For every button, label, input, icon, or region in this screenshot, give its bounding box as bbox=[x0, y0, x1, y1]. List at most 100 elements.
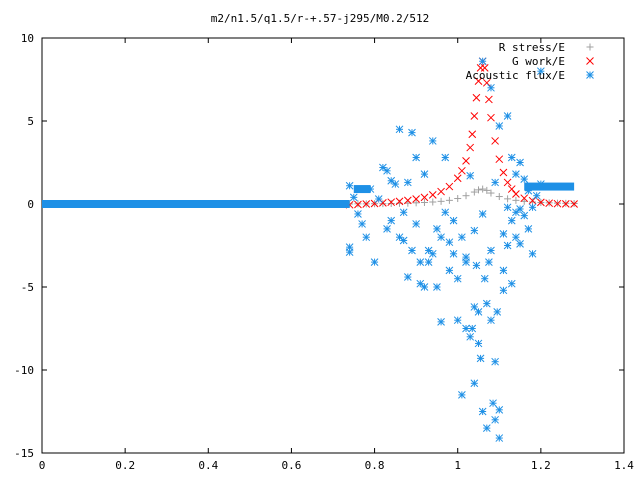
data-point bbox=[387, 200, 395, 208]
data-point bbox=[370, 258, 379, 266]
data-point bbox=[437, 318, 445, 326]
data-point bbox=[482, 424, 491, 432]
data-point bbox=[458, 391, 466, 399]
legend-label: R stress/E bbox=[499, 41, 565, 54]
data-point bbox=[470, 188, 478, 196]
x-tick-label: 0.6 bbox=[281, 459, 301, 472]
data-point bbox=[387, 198, 396, 207]
data-point bbox=[553, 199, 562, 208]
data-point bbox=[387, 216, 396, 225]
data-point bbox=[445, 238, 454, 247]
data-point bbox=[491, 357, 499, 366]
data-point bbox=[416, 279, 425, 288]
data-point bbox=[466, 143, 475, 152]
data-point bbox=[524, 225, 533, 233]
data-point bbox=[458, 166, 466, 175]
x-tick-label: 0.2 bbox=[115, 459, 135, 472]
y-tick-label: -15 bbox=[14, 447, 34, 460]
data-point bbox=[495, 434, 504, 442]
data-point bbox=[520, 197, 528, 205]
data-point bbox=[537, 180, 545, 188]
data-point bbox=[474, 339, 483, 348]
data-point bbox=[441, 153, 450, 162]
data-point bbox=[478, 57, 487, 66]
data-point bbox=[428, 137, 437, 145]
data-point bbox=[512, 196, 520, 204]
data-point bbox=[499, 230, 508, 238]
data-point bbox=[420, 199, 428, 207]
data-point bbox=[474, 77, 483, 86]
data-point bbox=[507, 153, 516, 162]
data-point bbox=[570, 200, 578, 208]
data-point bbox=[383, 166, 391, 175]
legend-marker bbox=[586, 71, 594, 79]
data-point bbox=[374, 195, 383, 203]
data-point bbox=[424, 258, 433, 266]
data-point bbox=[507, 185, 516, 193]
data-point bbox=[462, 192, 470, 200]
data-point bbox=[470, 112, 479, 120]
data-point bbox=[445, 196, 453, 204]
data-point bbox=[395, 125, 404, 134]
data-point bbox=[503, 241, 512, 250]
x-tick-label: 0.8 bbox=[365, 459, 385, 472]
x-tick-label: 1.2 bbox=[531, 459, 551, 472]
data-point bbox=[387, 176, 396, 185]
data-point bbox=[520, 194, 529, 203]
data-point bbox=[408, 246, 416, 255]
data-point bbox=[524, 186, 533, 195]
data-point bbox=[504, 195, 512, 203]
data-point bbox=[495, 122, 504, 130]
legend-marker bbox=[586, 57, 594, 65]
data-point bbox=[476, 354, 485, 363]
series-band bbox=[42, 200, 350, 208]
data-point bbox=[399, 236, 408, 245]
axis-ticks: 0 0.2 0.4 0.6 0.8 1 1.2 1.4 10 5 0 -5 -10 -15 bbox=[14, 32, 634, 472]
data-point bbox=[395, 233, 404, 242]
data-point bbox=[516, 239, 524, 248]
data-point bbox=[428, 191, 437, 199]
x-tick-label: 1 bbox=[454, 459, 461, 472]
data-point bbox=[433, 225, 441, 233]
data-point bbox=[499, 286, 508, 295]
data-point bbox=[480, 274, 489, 283]
data-point bbox=[528, 203, 537, 212]
data-point bbox=[482, 299, 491, 308]
data-point bbox=[537, 67, 545, 76]
data-point bbox=[403, 178, 412, 187]
data-point bbox=[478, 210, 487, 218]
data-point bbox=[437, 187, 445, 196]
data-point bbox=[516, 205, 524, 213]
data-point bbox=[429, 198, 437, 206]
data-point bbox=[445, 182, 454, 191]
data-point bbox=[379, 163, 387, 172]
data-point bbox=[437, 197, 445, 205]
data-point bbox=[545, 199, 554, 208]
data-point bbox=[528, 196, 537, 205]
data-point bbox=[466, 171, 475, 180]
data-point bbox=[480, 64, 489, 72]
data-point bbox=[503, 112, 512, 120]
data-point bbox=[362, 233, 371, 242]
data-point bbox=[470, 226, 479, 235]
legend-label: Acoustic flux/E bbox=[466, 69, 565, 82]
data-point bbox=[487, 316, 495, 325]
data-point bbox=[366, 185, 375, 193]
series-g-work-e bbox=[345, 57, 578, 209]
data-point bbox=[345, 248, 354, 256]
data-point bbox=[482, 78, 491, 87]
data-point bbox=[512, 233, 520, 242]
data-point bbox=[441, 208, 450, 217]
data-point bbox=[479, 185, 487, 193]
y-tick-label: -5 bbox=[21, 281, 34, 294]
data-point bbox=[462, 258, 470, 266]
data-point bbox=[520, 211, 529, 220]
data-point bbox=[379, 200, 387, 208]
x-tick-label: 0 bbox=[39, 459, 46, 472]
data-point bbox=[495, 155, 504, 164]
data-point bbox=[532, 191, 541, 200]
data-point bbox=[428, 249, 437, 258]
data-point bbox=[472, 261, 481, 270]
